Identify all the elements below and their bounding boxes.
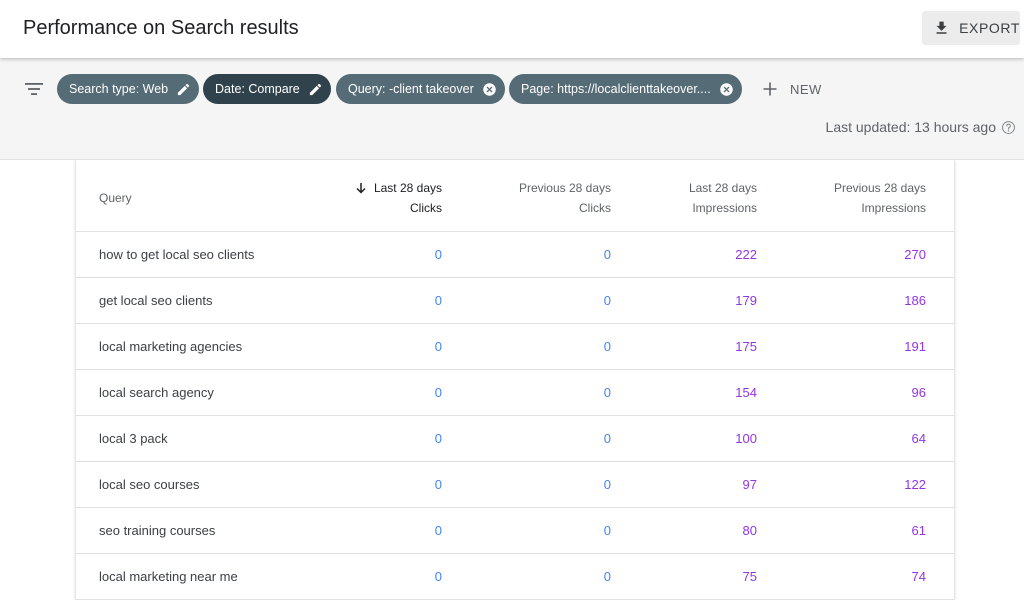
clicks-prev-cell: 0 [470, 277, 639, 324]
clicks-prev-cell: 0 [470, 553, 639, 600]
column-header-clicks-prev[interactable]: Previous 28 days Clicks [470, 160, 639, 232]
filter-chip-date[interactable]: Date: Compare [203, 74, 331, 104]
impressions-last-cell: 175 [639, 323, 785, 370]
table-row[interactable]: how to get local seo clients 0 0 222 270 [76, 231, 954, 278]
table-row[interactable]: seo training courses 0 0 80 61 [76, 507, 954, 554]
chip-label: Date: Compare [215, 82, 300, 96]
impressions-prev-cell: 96 [785, 369, 954, 416]
queries-table: Query Last 28 days Clicks Previous 28 da… [76, 160, 954, 600]
clicks-last-cell: 0 [301, 277, 470, 324]
last-updated: Last updated: 13 hours ago [826, 119, 1016, 135]
column-header-query[interactable]: Query [76, 160, 301, 232]
query-cell: local search agency [76, 369, 301, 416]
help-icon[interactable] [1001, 120, 1016, 135]
clicks-last-cell: 0 [301, 369, 470, 416]
clicks-last-cell: 0 [301, 415, 470, 462]
filter-bar: Search type: Web Date: Compare Query: -c… [0, 58, 1024, 160]
column-header-metric: Impressions [861, 200, 926, 215]
pencil-icon[interactable] [176, 82, 191, 97]
impressions-last-cell: 75 [639, 553, 785, 600]
close-circle-icon[interactable] [719, 82, 734, 97]
new-filter-button[interactable]: NEW [762, 78, 822, 100]
column-header-impressions-last[interactable]: Last 28 days Impressions [639, 160, 785, 232]
clicks-prev-cell: 0 [470, 369, 639, 416]
query-cell: local marketing agencies [76, 323, 301, 370]
arrow-down-icon [356, 182, 366, 194]
impressions-last-cell: 97 [639, 461, 785, 508]
table-row[interactable]: local 3 pack 0 0 100 64 [76, 415, 954, 462]
column-header-period: Last 28 days [373, 180, 442, 195]
column-header-metric: Clicks [579, 200, 611, 215]
impressions-prev-cell: 186 [785, 277, 954, 324]
impressions-prev-cell: 74 [785, 553, 954, 600]
column-header-label: Query [99, 190, 132, 205]
query-cell: local marketing near me [76, 553, 301, 600]
clicks-prev-cell: 0 [470, 415, 639, 462]
close-circle-icon[interactable] [482, 82, 497, 97]
table-row[interactable]: get local seo clients 0 0 179 186 [76, 277, 954, 324]
query-cell: get local seo clients [76, 277, 301, 324]
column-header-metric: Clicks [410, 200, 442, 215]
impressions-last-cell: 222 [639, 231, 785, 278]
clicks-prev-cell: 0 [470, 323, 639, 370]
column-header-clicks-last[interactable]: Last 28 days Clicks [301, 160, 470, 232]
column-header-impressions-prev[interactable]: Previous 28 days Impressions [785, 160, 954, 232]
plus-icon [763, 82, 777, 96]
filter-chip-search-type[interactable]: Search type: Web [57, 74, 200, 104]
impressions-last-cell: 179 [639, 277, 785, 324]
table-row[interactable]: local search agency 0 0 154 96 [76, 369, 954, 416]
clicks-last-cell: 0 [301, 231, 470, 278]
column-header-period: Previous 28 days [518, 180, 611, 195]
export-label: EXPORT [959, 20, 1020, 36]
clicks-last-cell: 0 [301, 323, 470, 370]
chip-label: Page: https://localclienttakeover.... [521, 82, 711, 96]
page-title: Performance on Search results [23, 17, 299, 39]
query-cell: how to get local seo clients [76, 231, 301, 278]
clicks-prev-cell: 0 [470, 231, 639, 278]
impressions-prev-cell: 270 [785, 231, 954, 278]
export-button[interactable]: EXPORT [922, 11, 1020, 45]
impressions-last-cell: 80 [639, 507, 785, 554]
table-row[interactable]: local marketing near me 0 0 75 74 [76, 553, 954, 600]
clicks-last-cell: 0 [301, 461, 470, 508]
impressions-prev-cell: 61 [785, 507, 954, 554]
queries-table-card: Query Last 28 days Clicks Previous 28 da… [75, 160, 955, 600]
column-header-period: Last 28 days [688, 180, 757, 195]
download-icon [936, 21, 947, 34]
column-header-metric: Impressions [692, 200, 757, 215]
filter-chip-query[interactable]: Query: -client takeover [336, 74, 505, 104]
impressions-prev-cell: 64 [785, 415, 954, 462]
column-header-period: Previous 28 days [833, 180, 926, 195]
query-cell: local seo courses [76, 461, 301, 508]
chip-label: Search type: Web [69, 82, 169, 96]
table-header-row: Query Last 28 days Clicks Previous 28 da… [76, 160, 954, 232]
query-cell: seo training courses [76, 507, 301, 554]
filter-chip-page[interactable]: Page: https://localclienttakeover.... [509, 74, 742, 104]
table-row[interactable]: local seo courses 0 0 97 122 [76, 461, 954, 508]
last-updated-text: Last updated: 13 hours ago [825, 119, 996, 135]
impressions-prev-cell: 191 [785, 323, 954, 370]
chip-label: Query: -client takeover [348, 82, 474, 96]
impressions-prev-cell: 122 [785, 461, 954, 508]
new-filter-label: NEW [790, 81, 822, 97]
pencil-icon[interactable] [308, 82, 323, 97]
clicks-last-cell: 0 [301, 507, 470, 554]
impressions-last-cell: 154 [639, 369, 785, 416]
filter-icon[interactable] [24, 81, 44, 97]
impressions-last-cell: 100 [639, 415, 785, 462]
query-cell: local 3 pack [76, 415, 301, 462]
page-header: Performance on Search results EXPORT [0, 0, 1024, 58]
table-row[interactable]: local marketing agencies 0 0 175 191 [76, 323, 954, 370]
clicks-prev-cell: 0 [470, 507, 639, 554]
clicks-last-cell: 0 [301, 553, 470, 600]
clicks-prev-cell: 0 [470, 461, 639, 508]
